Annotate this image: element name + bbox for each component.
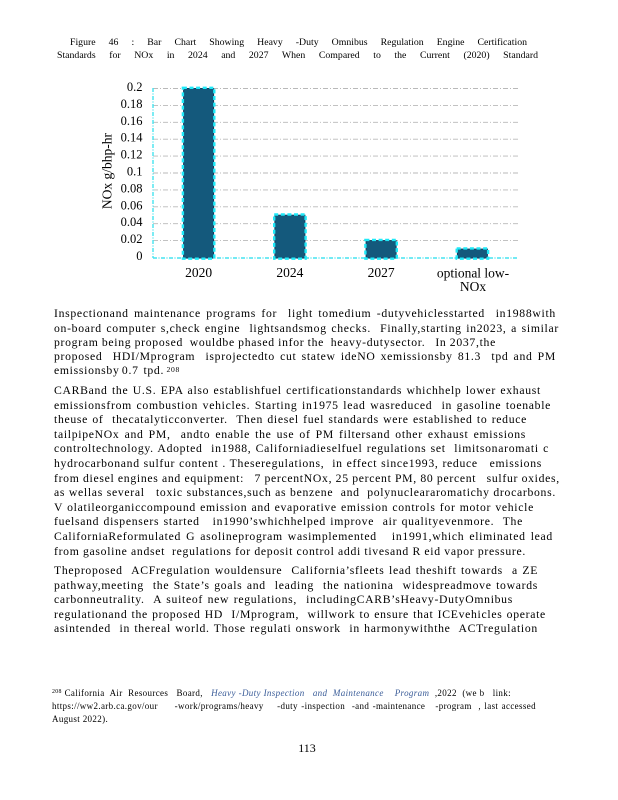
svg-text:0.14: 0.14 <box>121 131 144 145</box>
svg-text:2020: 2020 <box>185 265 212 280</box>
svg-text:0.16: 0.16 <box>121 114 143 128</box>
svg-text:0.02: 0.02 <box>121 232 143 246</box>
svg-text:0.18: 0.18 <box>121 97 143 111</box>
svg-text:NOx: NOx <box>460 279 486 294</box>
svg-text:0: 0 <box>136 249 142 263</box>
svg-text:NOx g/bhp-hr: NOx g/bhp-hr <box>100 132 115 209</box>
svg-text:0.06: 0.06 <box>121 198 143 212</box>
svg-text:2024: 2024 <box>276 265 303 280</box>
svg-text:0.04: 0.04 <box>121 215 144 229</box>
svg-text:2027: 2027 <box>368 265 395 280</box>
svg-text:optional low-: optional low- <box>437 266 510 281</box>
svg-text:0.08: 0.08 <box>121 181 143 195</box>
svg-text:0.12: 0.12 <box>121 148 143 162</box>
svg-text:0.1: 0.1 <box>127 165 143 179</box>
svg-text:0.2: 0.2 <box>127 80 143 94</box>
